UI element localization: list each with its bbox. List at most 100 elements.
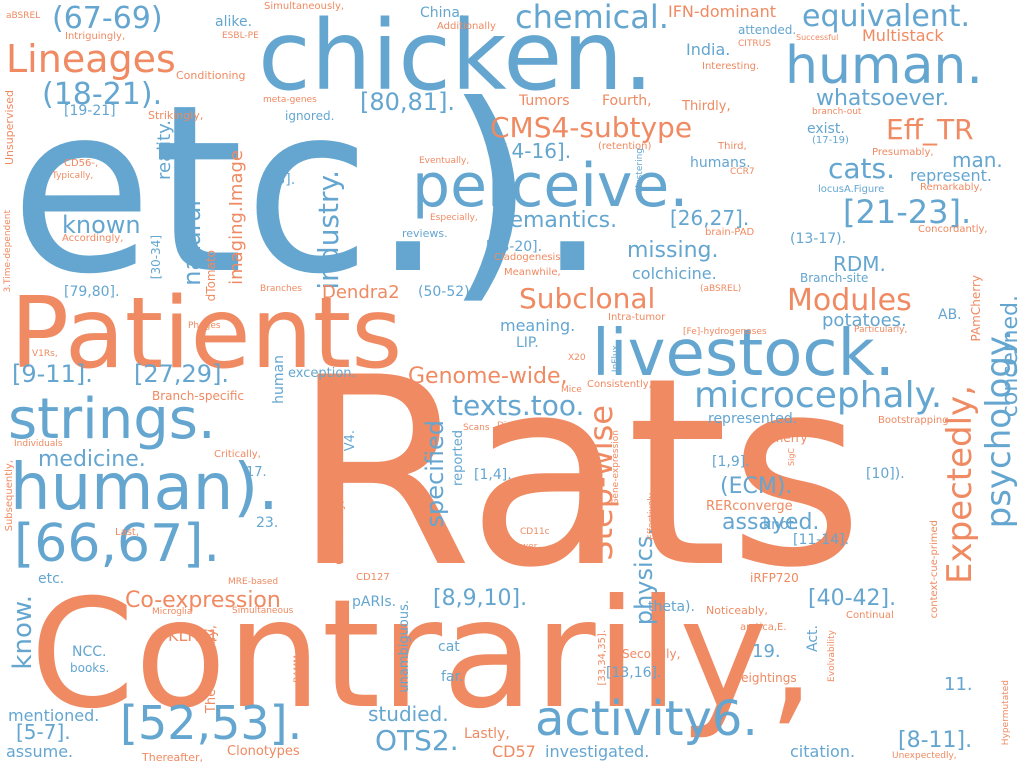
word: Lastly, <box>464 726 510 742</box>
word: knot. <box>763 517 799 533</box>
word: Conditioning <box>176 69 246 82</box>
word: aBSREL <box>6 11 41 21</box>
word: Branch-site <box>800 271 869 285</box>
word: medicine. <box>38 447 146 472</box>
word: Eff_TR <box>886 113 974 146</box>
word: Third, <box>718 141 747 152</box>
word: texts.too. <box>452 389 585 422</box>
word: etc.). <box>10 55 610 325</box>
word: Additionally <box>437 21 496 32</box>
word: Clonotypes <box>227 744 300 759</box>
word: Remarkably, <box>920 182 983 193</box>
word: Continual <box>846 610 894 621</box>
word: Simultaneously, <box>264 1 345 12</box>
word: pARIs. <box>352 594 397 610</box>
word: BAMM <box>293 655 303 683</box>
word: humans. <box>690 155 751 171</box>
word: dTomato <box>204 250 218 302</box>
word: assayed. <box>722 510 820 535</box>
word: Hypermutated <box>1001 680 1011 746</box>
word: Effectively, <box>647 490 657 540</box>
word: [8-11]. <box>898 728 973 753</box>
word: [13,16]. <box>606 665 662 681</box>
word: ESBL-PE <box>222 31 259 41</box>
word: [30-34] <box>149 235 163 280</box>
word: LIP. <box>516 335 539 351</box>
word: man. <box>952 148 1003 172</box>
word: Weightings <box>730 671 797 685</box>
word: Diversification <box>497 421 562 431</box>
word: brain-PAD <box>705 227 755 238</box>
word: [10]). <box>866 466 905 482</box>
word: Concordantly, <box>918 224 988 235</box>
word: mentioned. <box>8 706 100 725</box>
word: known <box>62 211 141 239</box>
word: (18-21). <box>42 77 163 112</box>
word: activity6. <box>535 691 758 747</box>
word: cats. <box>828 152 896 185</box>
word: assume. <box>6 742 74 761</box>
word: Rats <box>292 323 864 625</box>
word: arctica,E. <box>740 622 787 633</box>
word: Secondly, <box>622 647 681 661</box>
word: investigated. <box>545 742 650 761</box>
word: Interesting. <box>702 61 760 72</box>
word: Especially, <box>430 213 478 223</box>
word: [93]. <box>262 172 296 188</box>
word: [1,4]. <box>474 467 512 483</box>
word: Genome-wide, <box>408 364 568 389</box>
word: PAmCherry <box>969 275 983 342</box>
word: AB. <box>938 307 962 323</box>
word: Unsupervised <box>3 90 16 166</box>
word: books. <box>70 661 110 675</box>
word: strings. <box>8 387 216 452</box>
word: Phages <box>188 321 221 331</box>
word: 23. <box>256 515 279 531</box>
word: RDM. <box>833 252 886 276</box>
word: Patients <box>10 277 403 391</box>
word: [11-14]. <box>793 532 850 548</box>
word: specified <box>421 420 449 528</box>
word: (17-19) <box>812 135 849 146</box>
word: iRFP720 <box>750 571 799 585</box>
word: [40-42]. <box>808 586 897 611</box>
word: branch-out <box>812 107 862 117</box>
word: Branches <box>260 284 302 294</box>
word: know. <box>8 595 38 670</box>
word: [52,53]. <box>120 696 303 750</box>
word: exist. <box>807 121 845 137</box>
word: attended. <box>738 23 797 37</box>
word: represented. <box>708 411 798 427</box>
word: Contrarily, <box>30 568 816 742</box>
word: Branch-specific <box>152 389 244 403</box>
word: [79,80]. <box>64 284 120 300</box>
word: [1,9]. <box>712 454 750 470</box>
word: Microglia <box>152 607 193 617</box>
word: Noticeably, <box>706 604 768 617</box>
word: Last, <box>115 527 140 538</box>
word: [26,27]. <box>670 206 750 230</box>
word: (67-69) <box>52 1 163 36</box>
word: [Fe]-hydrogenases <box>683 327 767 337</box>
word: missing. <box>627 238 719 263</box>
word: CMS4-subtype <box>490 111 693 144</box>
word: OTS2. <box>375 724 459 757</box>
word: Scans <box>463 423 490 433</box>
word: imaging.Image <box>226 150 247 285</box>
word: perceive. <box>412 151 689 221</box>
word: IFN-dominant <box>668 2 776 21</box>
word: InFlux <box>611 345 621 373</box>
word: colchicine. <box>632 264 717 283</box>
word: [14-16]. <box>491 139 572 163</box>
word: reality. <box>154 120 175 180</box>
word: meta-genes <box>263 95 317 105</box>
word: represent. <box>910 166 992 185</box>
word: studied. <box>368 702 449 726</box>
word: CD56-, <box>64 158 99 169</box>
word: Intriguingly, <box>65 31 126 42</box>
word: Eventually, <box>419 156 470 166</box>
word: theta). <box>648 599 695 615</box>
word: (13-17). <box>790 231 847 247</box>
word: KLRF1 <box>168 626 218 645</box>
word: industry. <box>312 170 345 290</box>
